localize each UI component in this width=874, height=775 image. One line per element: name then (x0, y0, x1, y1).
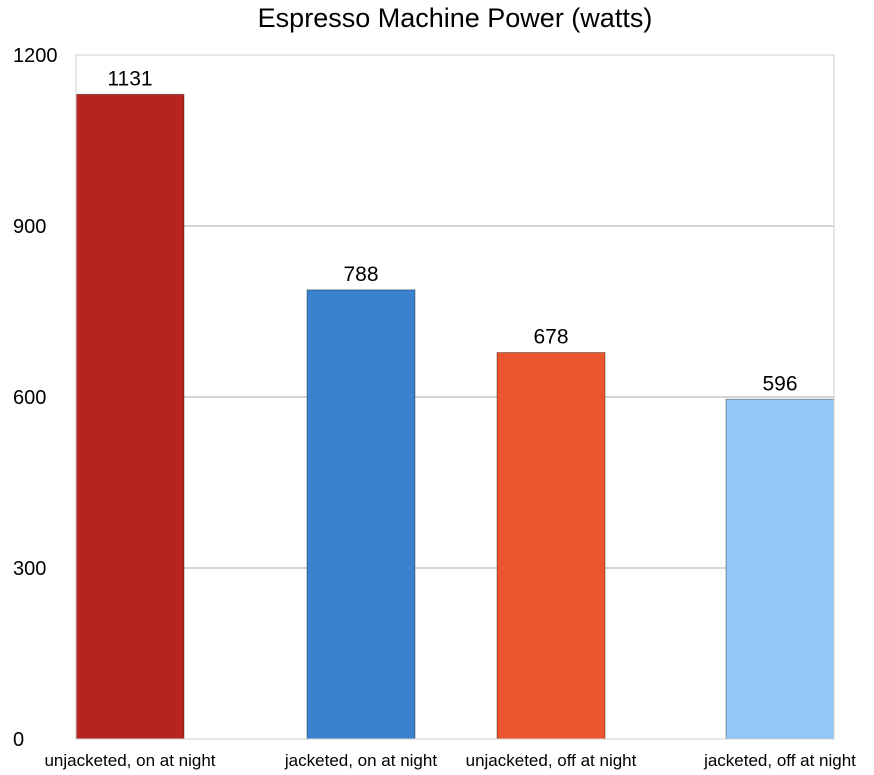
data-label: 1131 (107, 67, 152, 90)
bar (75, 93, 185, 740)
bar (306, 289, 416, 740)
y-tick-label: 900 (13, 216, 46, 238)
bar (725, 398, 835, 740)
bars (75, 93, 835, 740)
data-labels: 1131 788 678 596 (107, 67, 797, 395)
y-axis-ticks: 0 300 600 900 1200 (13, 45, 58, 751)
y-tick-label: 600 (13, 387, 46, 409)
x-axis-categories: unjacketed, on at night jacketed, on at n… (44, 751, 856, 770)
x-category-label: jacketed, on at night (284, 751, 437, 770)
bar (496, 352, 606, 740)
plot-area-border (75, 54, 835, 740)
gridlines (76, 225, 834, 569)
x-category-label: unjacketed, on at night (44, 751, 215, 770)
y-tick-label: 1200 (13, 45, 58, 67)
chart-title: Espresso Machine Power (watts) (258, 3, 653, 33)
y-tick-label: 300 (13, 558, 46, 580)
data-label: 678 (533, 326, 568, 349)
x-category-label: unjacketed, off at night (466, 751, 637, 770)
data-label: 788 (343, 263, 378, 286)
x-category-label: jacketed, off at night (703, 751, 856, 770)
data-label: 596 (762, 372, 797, 395)
y-tick-label: 0 (13, 729, 24, 751)
